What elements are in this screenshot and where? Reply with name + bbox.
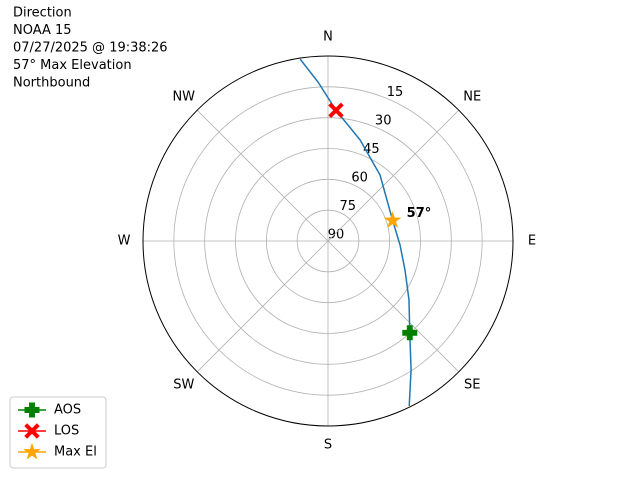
r-tick-label: 75 xyxy=(340,199,357,214)
r-tick-label: 30 xyxy=(375,114,392,129)
annotation: Direction xyxy=(13,6,72,21)
legend-label: LOS xyxy=(54,424,79,439)
legend-marker xyxy=(24,402,40,418)
legend-label: Max El xyxy=(54,445,97,460)
theta-tick-label: W xyxy=(118,234,131,249)
grid-spoke xyxy=(196,240,329,373)
value-label: 57° xyxy=(407,206,432,221)
legend-label: AOS xyxy=(54,403,81,418)
annotation: 07/27/2025 @ 19:38:26 xyxy=(13,41,168,56)
outer-frame xyxy=(142,55,514,427)
theta-tick-label: N xyxy=(323,30,333,45)
data-point xyxy=(383,211,402,229)
data-point xyxy=(328,102,344,119)
theta-tick-label: SW xyxy=(173,378,194,393)
theta-tick-label: NE xyxy=(463,89,481,104)
theta-tick-label: S xyxy=(324,438,332,453)
grid-spoke xyxy=(327,109,460,242)
annotation: 57° Max Elevation xyxy=(13,58,132,73)
track-line xyxy=(299,58,412,407)
r-tick-label: 15 xyxy=(387,85,404,100)
theta-tick-label: E xyxy=(528,234,536,249)
legend: AOS LOS Max El xyxy=(9,396,107,469)
annotation: Northbound xyxy=(13,76,90,91)
annotation: NOAA 15 xyxy=(13,23,72,38)
r-tick-label: 90 xyxy=(328,228,345,243)
grid-spoke xyxy=(327,240,460,373)
theta-tick-label: NW xyxy=(172,89,195,104)
data-point xyxy=(402,325,418,341)
theta-tick-label: SE xyxy=(464,378,480,393)
grid-spoke xyxy=(196,109,329,242)
r-tick-label: 60 xyxy=(351,171,368,186)
legend-marker xyxy=(24,423,40,439)
legend-marker xyxy=(23,442,41,460)
